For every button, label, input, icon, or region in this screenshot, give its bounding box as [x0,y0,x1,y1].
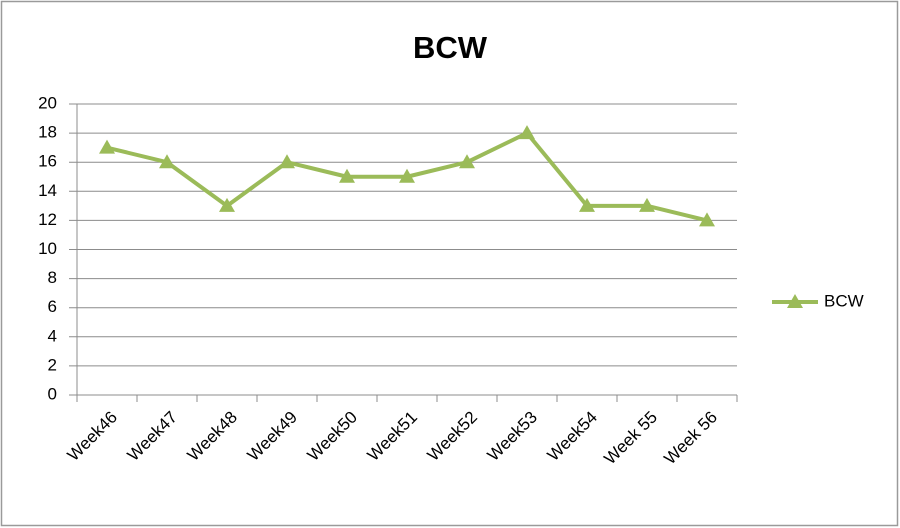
y-tick-label: 14 [38,181,57,200]
point-marker [159,154,175,169]
point-marker [579,197,595,212]
y-tick-label: 16 [38,152,57,171]
point-marker [699,212,715,227]
point-marker [519,125,535,140]
point-marker [99,139,115,154]
point-marker [639,197,655,212]
y-tick-label: 18 [38,123,57,142]
point-marker [399,168,415,183]
y-tick-label: 4 [48,326,57,345]
y-tick-label: 20 [38,93,57,112]
chart-title: BCW [413,30,488,65]
y-tick-label: 10 [38,239,57,258]
y-tick-label: 6 [48,297,57,316]
point-marker [219,197,235,212]
point-marker [339,168,355,183]
y-tick-label: 8 [48,268,57,287]
legend-label: BCW [824,291,864,310]
legend-marker [787,294,803,308]
y-tick-label: 2 [48,355,57,374]
point-marker [459,154,475,169]
y-tick-label: 12 [38,210,57,229]
point-marker [279,154,295,169]
y-tick-label: 0 [48,384,57,403]
